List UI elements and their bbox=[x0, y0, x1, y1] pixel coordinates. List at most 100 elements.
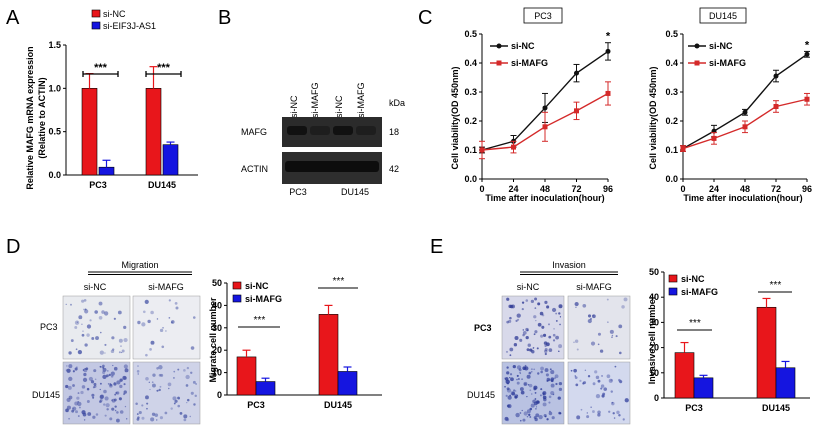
y-tick-label: 10 bbox=[649, 368, 659, 378]
stain-speck bbox=[116, 418, 120, 423]
stain-speck bbox=[540, 388, 543, 391]
stain-speck bbox=[550, 391, 555, 396]
stain-speck bbox=[190, 371, 193, 374]
stain-speck bbox=[98, 301, 103, 306]
legend-label-si-nc-c2: si-NC bbox=[709, 41, 733, 51]
stain-speck bbox=[559, 323, 561, 326]
stain-speck bbox=[109, 417, 113, 421]
stain-speck bbox=[509, 347, 514, 352]
stain-speck bbox=[156, 367, 159, 370]
stain-speck bbox=[70, 303, 72, 306]
stain-speck bbox=[609, 329, 614, 334]
lines-c2: * bbox=[680, 39, 810, 152]
stain-speck bbox=[81, 410, 86, 415]
stain-speck bbox=[504, 385, 506, 388]
stain-speck bbox=[576, 415, 581, 420]
stain-speck bbox=[173, 377, 175, 379]
stain-speck bbox=[550, 370, 555, 375]
stain-speck bbox=[158, 388, 161, 392]
stain-speck bbox=[84, 368, 86, 370]
stain-speck bbox=[66, 405, 71, 410]
bar bbox=[756, 306, 777, 399]
y-tick-label: 30 bbox=[649, 317, 659, 327]
micrograph-pc3-si-mafg-d bbox=[132, 295, 201, 360]
stain-speck bbox=[528, 383, 533, 388]
stain-speck bbox=[538, 415, 543, 420]
micrograph-texture-d bbox=[65, 299, 197, 423]
x-tick-label: 72 bbox=[771, 184, 781, 194]
stain-speck bbox=[122, 375, 127, 380]
x-axis-label-c1: Time after inoculation(hour) bbox=[485, 193, 604, 203]
stain-speck bbox=[505, 350, 509, 353]
stain-speck bbox=[83, 419, 86, 421]
stain-speck bbox=[150, 417, 155, 422]
stain-speck bbox=[71, 409, 75, 413]
stain-speck bbox=[542, 391, 547, 396]
panel-b-label: B bbox=[218, 7, 231, 29]
stain-speck bbox=[573, 368, 577, 373]
stain-speck bbox=[141, 322, 146, 327]
stain-speck bbox=[186, 402, 188, 404]
legend-swatch-si-nc-d bbox=[232, 281, 242, 290]
stain-speck bbox=[611, 401, 614, 404]
sig-label: *** bbox=[689, 318, 702, 329]
stain-speck bbox=[558, 350, 560, 353]
stain-speck bbox=[516, 313, 521, 318]
stain-speck bbox=[189, 415, 191, 418]
stain-speck bbox=[517, 318, 520, 321]
stain-speck bbox=[527, 383, 530, 386]
stain-speck bbox=[519, 371, 521, 374]
stain-speck bbox=[83, 372, 87, 377]
stain-speck bbox=[192, 316, 196, 319]
stain-speck bbox=[102, 364, 105, 368]
sig-label: *** bbox=[253, 315, 266, 326]
stain-speck bbox=[557, 396, 561, 400]
data-point bbox=[511, 144, 516, 150]
stain-speck bbox=[600, 384, 605, 388]
stain-speck bbox=[93, 382, 97, 386]
data-point bbox=[542, 124, 548, 130]
stain-speck bbox=[548, 395, 552, 399]
stain-speck bbox=[99, 365, 102, 368]
stain-speck bbox=[103, 403, 106, 406]
stain-speck bbox=[522, 329, 525, 331]
stain-speck bbox=[554, 374, 559, 379]
stain-speck bbox=[119, 384, 123, 389]
sig-label: *** bbox=[332, 276, 345, 287]
stain-speck bbox=[193, 403, 196, 406]
stain-speck bbox=[506, 387, 510, 391]
stain-speck bbox=[99, 388, 101, 391]
column-label-si-nc-d: si-NC bbox=[84, 282, 107, 292]
sig-label: *** bbox=[157, 62, 171, 74]
stain-speck bbox=[552, 333, 556, 337]
stain-speck bbox=[533, 315, 537, 319]
stain-speck bbox=[186, 398, 190, 402]
stain-speck bbox=[558, 411, 561, 415]
cell-line-du145: DU145 bbox=[341, 187, 369, 197]
legend-label-si-mafg-c2: si-MAFG bbox=[709, 58, 746, 68]
bar bbox=[236, 356, 257, 396]
row-label-du145-e: DU145 bbox=[467, 390, 495, 400]
stain-speck bbox=[506, 382, 509, 385]
y-tick-label: 50 bbox=[649, 267, 659, 277]
stain-speck bbox=[183, 414, 188, 419]
x-tick-label: DU145 bbox=[148, 180, 176, 190]
stain-speck bbox=[137, 365, 139, 367]
stain-speck bbox=[597, 332, 601, 336]
bar bbox=[775, 367, 796, 399]
stain-speck bbox=[145, 353, 148, 357]
panel-a-label: A bbox=[6, 7, 20, 29]
stain-speck bbox=[539, 394, 542, 397]
stain-speck bbox=[82, 330, 84, 332]
stain-speck bbox=[149, 388, 151, 391]
stain-speck bbox=[70, 339, 74, 342]
stain-speck bbox=[137, 320, 141, 325]
stain-speck bbox=[600, 387, 603, 390]
stain-speck bbox=[92, 396, 95, 399]
y-tick-label: 0.0 bbox=[464, 174, 477, 184]
stain-speck bbox=[526, 409, 531, 414]
stain-speck bbox=[618, 378, 621, 382]
stain-speck bbox=[527, 343, 531, 347]
y-tick-label: 0.4 bbox=[665, 58, 678, 68]
stain-speck bbox=[586, 415, 590, 419]
